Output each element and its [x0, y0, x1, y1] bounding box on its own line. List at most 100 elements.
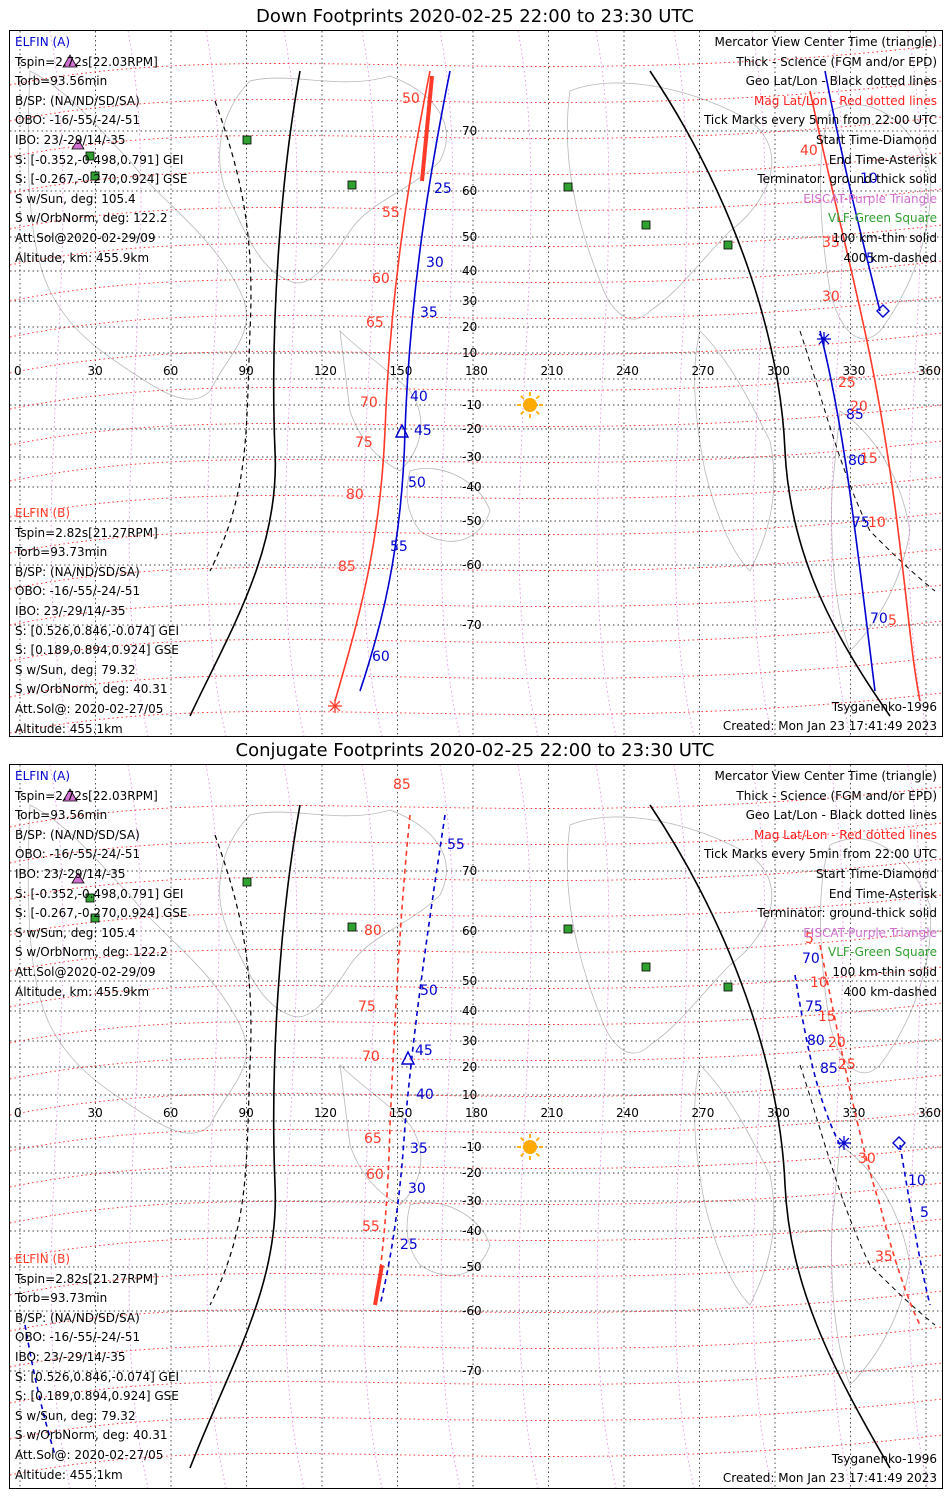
- track-b-tick-label: 70: [360, 395, 378, 411]
- footer-right: Tsyganenko-1996 Created: Mon Jan 23 17:4…: [722, 1450, 937, 1488]
- right-blue-labels: 10 5 85 80 75 70: [846, 171, 888, 627]
- elfin-a-info-line: S w/Sun, deg: 105.4: [15, 925, 136, 940]
- lat-tick-label: 20: [462, 320, 477, 334]
- legend-item: Terminator: ground-thick solid: [757, 906, 937, 921]
- track-a-tick-label: 40: [416, 1087, 434, 1103]
- lat-tick-label: -40: [462, 1224, 482, 1238]
- lat-tick-label: -70: [462, 618, 482, 632]
- elfin-a-info-line: B/SP: (NA/ND/SD/SA): [15, 827, 140, 842]
- elfin-b-info-line: OBO: -16/-55/-24/-51: [15, 1330, 141, 1345]
- lon-tick-label: 120: [314, 1106, 337, 1120]
- panel-title-conjugate: Conjugate Footprints 2020-02-25 22:00 to…: [235, 740, 715, 761]
- axis-ticks: 0 30 60 90 120 150 180 210 240 270 300 330 360 70 60 50…: [14, 124, 941, 632]
- track-b-tick-label: 60: [372, 271, 390, 287]
- elfin-b-info-line: S w/Sun, deg: 79.32: [15, 662, 136, 677]
- geo-grid: [10, 31, 942, 736]
- track-a-tick-label: 40: [410, 389, 428, 405]
- right-track-b-label: 20: [828, 1035, 846, 1051]
- vlf-square-icon: [85, 893, 95, 903]
- right-track-b-label: 25: [838, 1057, 856, 1073]
- elfin-b-info-line: S w/Sun, deg: 79.32: [15, 1408, 136, 1423]
- track-a-tick-label: 55: [447, 837, 465, 853]
- right-track-a-label: 5: [920, 1205, 929, 1221]
- elfin-b-info-line: Altitude: 455.1km: [15, 721, 123, 736]
- elfin-a-info-line: B/SP: (NA/ND/SD/SA): [15, 93, 140, 108]
- right-track-a-label: 10: [908, 1173, 926, 1189]
- track-b-tick-label: 65: [366, 315, 384, 331]
- legend-item: EISCAT-Purple Triangle: [803, 191, 937, 206]
- geo-grid: [10, 765, 942, 1488]
- mag-meridians: [49, 765, 929, 1488]
- end-asterisk-icon: [328, 699, 342, 713]
- right-track-a-label: 80: [848, 453, 866, 469]
- lon-tick-label: 240: [616, 364, 639, 378]
- lon-tick-label: 330: [843, 1106, 866, 1120]
- vlf-square-icon: [242, 877, 252, 887]
- track-b-tick-label: 50: [402, 91, 420, 107]
- elfin-b-info-line: S: [0.189,0.894,0.924] GSE: [15, 643, 179, 658]
- elfin-b-info-line: Att.Sol@: 2020-02-27/05: [15, 701, 164, 716]
- track-b-tick-label: 55: [382, 205, 400, 221]
- vlf-square-icon: [723, 982, 733, 992]
- elfin-b-info-line: Tspin=2.82s[21.27RPM]: [15, 525, 158, 540]
- elfin-b-info: ELFIN (B) Tspin=2.82s[21.27RPM] Torb=93.7…: [15, 504, 179, 736]
- lon-tick-label: 150: [390, 364, 413, 378]
- lon-tick-label: 360: [918, 1106, 941, 1120]
- track-a-labels: 25 30 35 40 45 50 55 60: [372, 181, 452, 665]
- end-asterisk-icon: [817, 332, 831, 346]
- track-b-tick-label: 60: [366, 1167, 384, 1183]
- elfin-a-info-line: S w/OrbNorm, deg: 122.2: [15, 945, 168, 960]
- elfin-a-info-line: S: [-0.352,-0.498,0.791] GEI: [15, 152, 184, 167]
- legend-item: VLF-Green Square: [828, 211, 937, 226]
- vlf-square-icon: [90, 171, 100, 181]
- mag-grid: [10, 44, 942, 734]
- lat-tick-label: 40: [462, 264, 477, 278]
- lat-tick-label: 10: [462, 346, 477, 360]
- eiscat-triangle-icon: [71, 872, 85, 884]
- lon-tick-label: 60: [163, 364, 178, 378]
- model-label: Tsyganenko-1996: [831, 699, 937, 714]
- elfin-b-info-line: IBO: 23/-29/14/-35: [15, 1349, 126, 1364]
- track-a-tick-label: 30: [408, 1181, 426, 1197]
- lon-tick-label: 90: [239, 1106, 254, 1120]
- lon-tick-label: 270: [692, 364, 715, 378]
- track-a-labels: 55 50 45 40 35 30 25: [400, 837, 465, 1253]
- legend-item: Terminator: ground-thick solid: [757, 172, 937, 187]
- right-track-b-label: 5: [888, 613, 897, 629]
- lat-tick-label: -30: [462, 450, 482, 464]
- center-triangle-icon: [400, 1050, 416, 1065]
- right-track-a-label: 85: [820, 1061, 838, 1077]
- track-b-tick-label: 85: [338, 559, 356, 575]
- elfin-a-info-line: S: [-0.352,-0.498,0.791] GEI: [15, 886, 184, 901]
- axis-ticks: 0 30 60 90 120 150 180 210 240 270 300 330 360 70 60 50…: [14, 864, 941, 1378]
- elfin-a-info-line: Altitude, km: 455.9km: [15, 250, 150, 265]
- continent-outlines: [27, 804, 932, 1386]
- created-timestamp: Created: Mon Jan 23 17:41:49 2023: [722, 1471, 937, 1486]
- right-track-b-label: 10: [868, 515, 886, 531]
- elfin-a-info-line: OBO: -16/-55/-24/-51: [15, 113, 141, 128]
- lat-tick-label: 70: [462, 864, 477, 878]
- lon-tick-label: 30: [88, 1106, 103, 1120]
- lat-tick-label: 30: [462, 294, 477, 308]
- lon-tick-label: 330: [843, 364, 866, 378]
- lon-tick-label: 150: [390, 1106, 413, 1120]
- panel-title-down: Down Footprints 2020-02-25 22:00 to 23:3…: [256, 6, 694, 27]
- track-a-tick-label: 25: [400, 1237, 418, 1253]
- track-a-tick-label: 35: [410, 1141, 428, 1157]
- satellite-tracks: [334, 70, 921, 702]
- vlf-square-icon: [641, 220, 651, 230]
- right-track-b-label: 15: [818, 1009, 836, 1025]
- lon-tick-label: 300: [767, 364, 790, 378]
- elfin-a-info-line: Altitude, km: 455.9km: [15, 984, 150, 999]
- continent-outlines: [27, 70, 932, 652]
- right-track-b-label: 40: [800, 143, 818, 159]
- elfin-b-header: ELFIN (B): [15, 506, 71, 520]
- vlf-stations: [85, 135, 733, 250]
- lon-tick-label: 240: [616, 1106, 639, 1120]
- elfin-b-info-line: Att.Sol@: 2020-02-27/05: [15, 1447, 164, 1462]
- lat-tick-label: -10: [462, 398, 482, 412]
- elfin-a-info-line: Att.Sol@2020-02-29/09: [15, 964, 156, 979]
- legend-item: End Time-Asterisk: [828, 152, 937, 167]
- vlf-square-icon: [347, 180, 357, 190]
- track-b-tick-label: 85: [393, 777, 411, 793]
